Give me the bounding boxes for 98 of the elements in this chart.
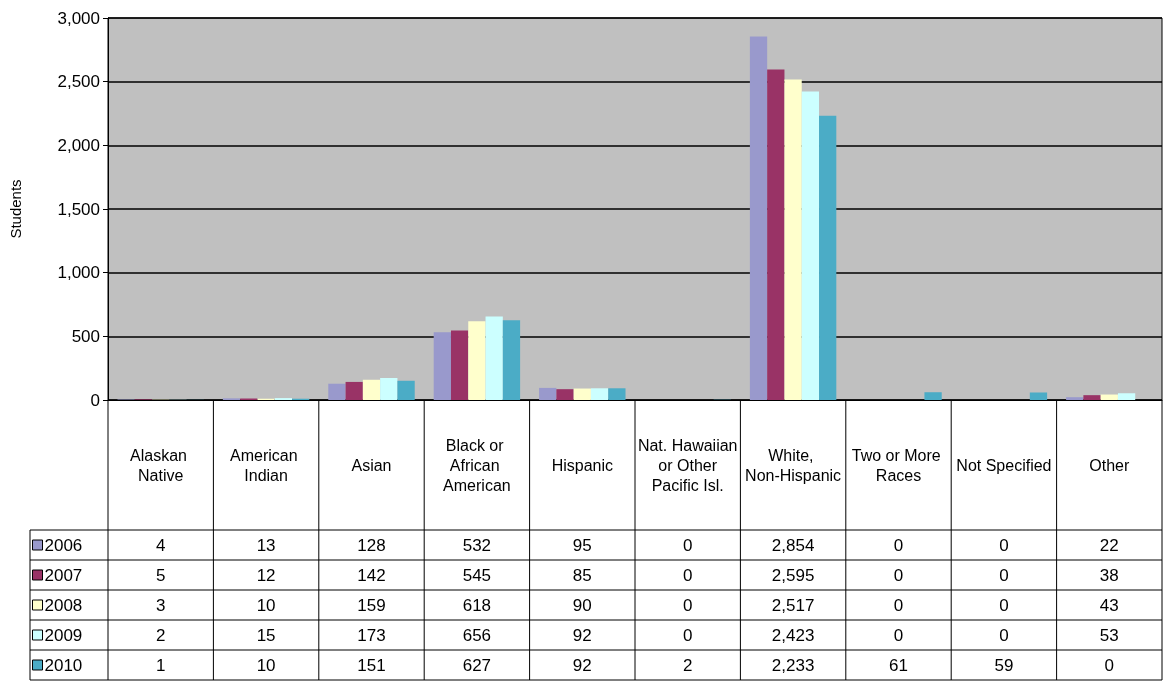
bar <box>801 91 820 400</box>
y-axis-title: Students <box>7 179 24 239</box>
bar <box>573 388 591 400</box>
data-label: 13 <box>256 535 276 555</box>
bar <box>749 36 768 400</box>
data-label: 0 <box>999 565 1009 585</box>
data-label: 545 <box>462 565 492 585</box>
bar <box>767 69 785 400</box>
data-label: 627 <box>462 655 492 675</box>
bar <box>380 377 398 400</box>
data-label: 3 <box>155 595 166 615</box>
data-label: 85 <box>572 565 592 585</box>
data-label: 0 <box>682 595 693 615</box>
bar <box>502 320 521 400</box>
data-label: 5 <box>155 565 166 585</box>
data-label: 38 <box>1099 565 1119 585</box>
x-tick-label: Two or More Races <box>851 446 946 484</box>
bar <box>397 380 415 400</box>
x-tick-label: American Indian <box>230 446 303 484</box>
x-tick-label: White, Non-Hispanic <box>745 446 842 484</box>
data-label: 173 <box>357 625 386 645</box>
data-label: 656 <box>462 625 492 645</box>
data-label: 2 <box>682 655 693 675</box>
bar <box>1029 392 1048 400</box>
data-label: 2 <box>155 625 166 645</box>
data-label: 61 <box>889 655 908 675</box>
data-label: 2,423 <box>771 625 815 645</box>
data-label: 92 <box>572 655 592 675</box>
bar <box>1066 397 1084 400</box>
bar <box>556 389 574 400</box>
data-label: 92 <box>572 625 592 645</box>
bar <box>485 316 503 400</box>
data-label: 43 <box>1099 595 1119 615</box>
data-label: 0 <box>682 625 693 645</box>
y-tick-label: 0 <box>90 390 100 410</box>
data-label: 159 <box>357 595 386 615</box>
data-label: 10 <box>256 655 276 675</box>
data-label: 128 <box>357 535 386 555</box>
data-label: 0 <box>999 595 1009 615</box>
data-label: 0 <box>999 535 1009 555</box>
legend-label: 2007 <box>44 565 83 585</box>
bar <box>539 387 557 400</box>
legend-label: 2010 <box>44 655 83 675</box>
y-tick-label: 2,500 <box>57 72 100 92</box>
x-tick-label: Black or African American <box>443 436 511 494</box>
legend-label: 2006 <box>44 535 83 555</box>
data-label: 22 <box>1099 535 1119 555</box>
data-label: 0 <box>1104 655 1115 675</box>
bar <box>784 79 802 400</box>
x-tick-label: Alaskan Native <box>130 446 192 484</box>
legend-label: 2009 <box>44 625 83 645</box>
x-tick-label: Asian <box>351 456 392 474</box>
data-label: 53 <box>1099 625 1119 645</box>
bar <box>1083 395 1101 400</box>
bar <box>1117 393 1136 400</box>
x-tick-label: Other <box>1089 456 1130 474</box>
y-tick-label: 3,000 <box>57 8 100 28</box>
data-label: 618 <box>462 595 492 615</box>
y-tick-label: 500 <box>71 326 100 346</box>
x-tick-label: Nat. Hawaiian or Other Pacific Isl. <box>637 436 738 494</box>
y-tick-label: 1,500 <box>57 199 100 219</box>
data-label: 0 <box>999 625 1009 645</box>
data-label: 0 <box>893 625 904 645</box>
data-label: 0 <box>682 535 693 555</box>
bar <box>819 115 837 400</box>
bar <box>468 321 486 400</box>
data-label: 2,854 <box>771 535 815 555</box>
data-label: 2,595 <box>771 565 815 585</box>
data-label: 1 <box>155 655 166 675</box>
bar <box>433 332 451 400</box>
data-label: 90 <box>572 595 592 615</box>
legend-label: 2008 <box>44 595 83 615</box>
bar <box>924 392 942 400</box>
data-label: 15 <box>256 625 276 645</box>
x-tick-label: Not Specified <box>956 456 1052 474</box>
data-label: 151 <box>357 655 386 675</box>
data-label: 142 <box>357 565 386 585</box>
data-label: 59 <box>994 655 1014 675</box>
data-label: 95 <box>572 535 592 555</box>
bar <box>608 388 626 400</box>
y-tick-label: 1,000 <box>57 263 100 283</box>
data-label: 2,233 <box>771 655 815 675</box>
data-label: 532 <box>462 535 492 555</box>
bar <box>362 379 381 400</box>
data-label: 0 <box>893 535 904 555</box>
bar <box>590 388 609 400</box>
data-label: 4 <box>155 535 166 555</box>
data-label: 0 <box>893 595 904 615</box>
data-label: 0 <box>682 565 693 585</box>
data-label: 10 <box>256 595 276 615</box>
data-label: 2,517 <box>771 595 815 615</box>
data-label: 0 <box>893 565 904 585</box>
y-tick-label: 2,000 <box>57 135 100 155</box>
x-tick-label: Hispanic <box>551 456 613 474</box>
data-label: 12 <box>256 565 276 585</box>
bar <box>328 383 346 400</box>
bar <box>450 330 469 400</box>
bar <box>345 381 363 400</box>
